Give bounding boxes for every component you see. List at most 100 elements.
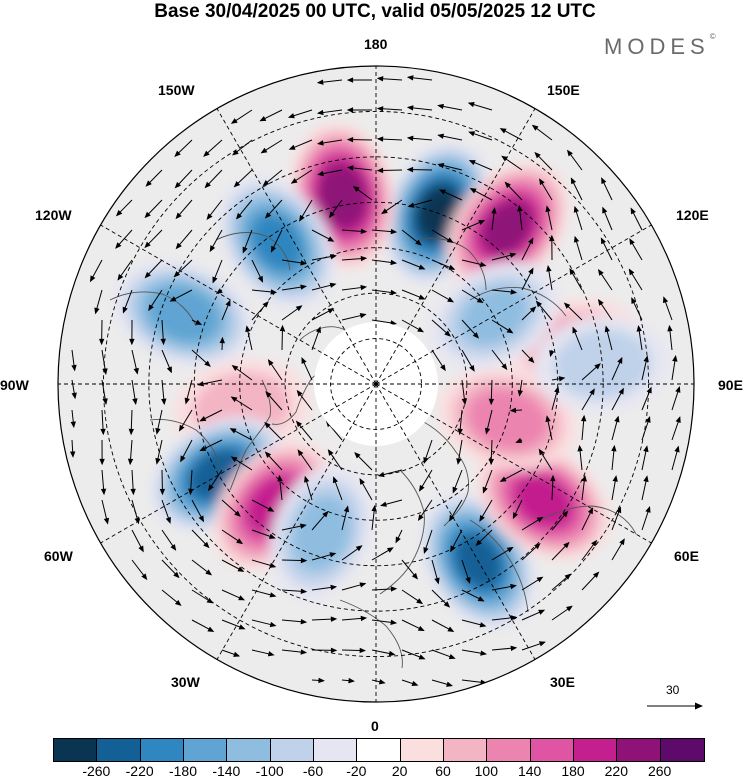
wind-arrowhead	[573, 235, 580, 243]
wind-arrowhead	[330, 584, 338, 591]
wind-arrowhead	[330, 647, 338, 654]
modes-logo: MODES©	[604, 32, 716, 60]
colorbar-tick-label: 260	[647, 763, 672, 779]
wind-arrowhead	[465, 577, 471, 584]
wind-arrowhead	[629, 238, 635, 246]
wind-arrowhead	[506, 327, 514, 334]
wind-arrowhead	[199, 445, 207, 452]
wind-arrowhead	[212, 276, 218, 284]
wind-arrowhead	[99, 458, 105, 466]
wind-arrowhead	[395, 536, 401, 544]
lon-label-150e: 150E	[547, 82, 580, 98]
lon-label-120e: 120E	[676, 207, 709, 223]
wind-arrowhead	[446, 681, 454, 687]
wind-arrowhead	[581, 474, 587, 482]
wind-arrowhead	[675, 416, 681, 424]
wind-arrowhead	[180, 455, 186, 463]
wind-arrowhead	[127, 458, 134, 466]
wind-arrowhead	[262, 179, 270, 187]
wind-arrowhead	[348, 677, 355, 684]
colorbar-tick-label: -100	[255, 763, 284, 779]
wind-arrowhead	[589, 388, 595, 396]
wind-arrowhead	[71, 392, 77, 400]
wind-arrowhead	[448, 264, 456, 270]
wind-arrowhead	[233, 181, 241, 188]
wind-arrowhead	[376, 167, 384, 174]
wind-arrowhead	[145, 180, 152, 187]
colorbar-tick-label: -60	[302, 763, 324, 779]
wind-arrowhead	[300, 588, 308, 595]
wind-arrowhead	[231, 365, 239, 371]
wind-arrowhead	[117, 273, 124, 281]
wind-arrowhead	[572, 326, 578, 334]
wind-arrowhead	[484, 427, 491, 435]
wind-arrowhead	[103, 517, 110, 525]
wind-arrowhead	[317, 140, 324, 146]
meridian-line	[216, 383, 377, 660]
wind-arrowhead	[390, 320, 397, 326]
wind-arrowhead	[566, 149, 573, 157]
wind-arrowhead	[643, 445, 649, 453]
wind-arrowhead	[528, 237, 534, 245]
wind-arrowhead	[259, 116, 267, 122]
wind-arrowhead	[616, 506, 622, 514]
wind-arrowhead	[376, 136, 384, 142]
colorbar-swatch	[616, 738, 661, 762]
wind-arrowhead	[406, 105, 414, 111]
colorbar-swatch	[443, 738, 488, 762]
wind-arrowhead	[235, 212, 243, 220]
latitude-circle	[102, 110, 650, 658]
brand-name: MODES	[604, 34, 710, 59]
wind-arrowhead	[327, 449, 334, 456]
wind-arrowhead	[447, 626, 455, 632]
wind-arrowhead	[416, 598, 424, 605]
wind-arrowhead	[488, 398, 495, 406]
wind-arrowhead	[390, 259, 398, 266]
wind-arrowhead	[316, 109, 324, 116]
wind-arrowhead	[144, 211, 151, 219]
wind-arrowhead	[434, 577, 440, 585]
wind-arrowhead	[580, 414, 587, 422]
lon-label-90e: 90E	[718, 377, 743, 393]
wind-arrowhead	[359, 478, 365, 485]
wind-arrowhead	[617, 356, 623, 364]
colorbar	[53, 738, 705, 762]
meridian-line	[100, 224, 377, 385]
lon-label-90w: 90W	[0, 377, 29, 393]
wind-arrowhead	[296, 389, 303, 397]
wind-arrowhead	[499, 128, 507, 134]
wind-arrowhead	[447, 296, 455, 303]
anomaly-contour	[251, 214, 303, 271]
wind-arrowhead	[452, 486, 458, 494]
wind-arrowhead	[270, 245, 277, 253]
wind-arrowhead	[184, 397, 190, 405]
wind-arrowhead	[269, 562, 277, 568]
wind-arrowhead	[406, 166, 414, 173]
wind-arrowhead	[206, 213, 213, 220]
wind-arrowhead	[354, 452, 361, 459]
wind-arrowhead	[440, 364, 446, 372]
wind-arrowhead	[322, 510, 329, 518]
wind-arrowhead	[346, 107, 354, 113]
lon-label-60w: 60W	[44, 548, 73, 564]
wind-arrowhead	[327, 308, 335, 314]
wind-arrowhead	[534, 542, 541, 550]
wind-arrowhead	[448, 514, 455, 522]
reference-vector-arrow	[647, 702, 703, 710]
wind-arrowhead	[423, 547, 429, 554]
wind-arrowhead	[591, 539, 598, 547]
wind-arrowhead	[332, 476, 338, 484]
wind-arrowhead	[611, 444, 617, 452]
wind-arrowhead	[173, 571, 180, 579]
wind-arrowhead	[674, 445, 680, 453]
wind-arrowhead	[418, 264, 426, 270]
lon-label-150w: 150W	[158, 82, 195, 98]
wind-arrowhead	[178, 424, 185, 432]
meridian-line	[375, 383, 536, 660]
wind-arrowhead	[536, 576, 544, 583]
wind-arrowhead	[645, 506, 651, 513]
wind-arrowhead	[388, 650, 396, 657]
wind-arrowhead	[343, 505, 350, 513]
wind-arrowhead	[236, 538, 244, 545]
